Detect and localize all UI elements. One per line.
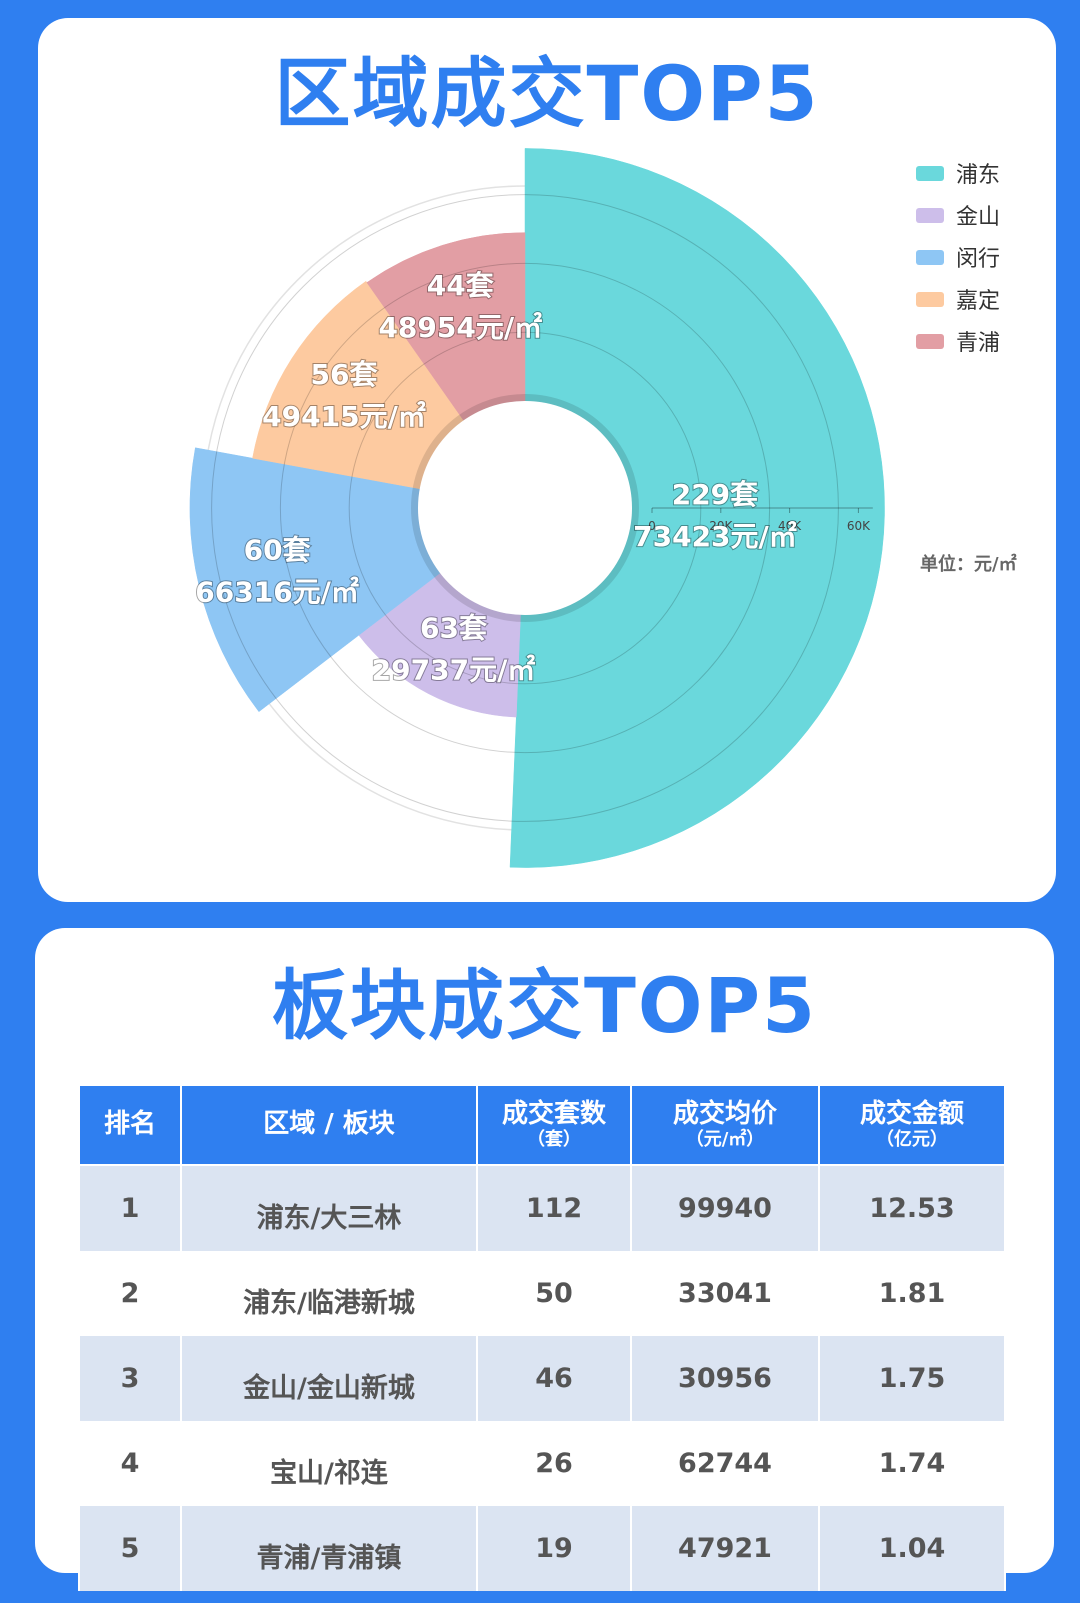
cell-amount: 1.04 <box>818 1506 1006 1591</box>
unit-note: 单位：元/㎡ <box>920 554 1017 575</box>
data-label-price: 73423元/㎡ <box>633 520 797 553</box>
ranking-table: 排名 区域 / 板块 成交套数 （套） 成交均价 （元/㎡） 成交金额 （亿元） 1 … <box>78 1084 1006 1591</box>
table-row: 1 浦东/大三林 112 99940 12.53 <box>78 1165 1006 1251</box>
legend-label: 嘉定 <box>956 289 1001 314</box>
data-label-count: 60套 <box>244 534 312 567</box>
header-rank: 排名 <box>78 1084 182 1166</box>
legend-item-minhang[interactable]: 闵行 <box>916 236 1000 278</box>
cell-units: 19 <box>476 1506 632 1591</box>
cell-units: 46 <box>476 1336 632 1421</box>
cell-region: 浦东/大三林 <box>180 1165 478 1251</box>
legend-item-jiading[interactable]: 嘉定 <box>916 278 1000 320</box>
data-label-count: 44套 <box>427 269 495 302</box>
chart-legend: 浦东 金山 闵行 嘉定 青浦 <box>916 152 1000 362</box>
cell-avg-price: 47921 <box>630 1506 820 1591</box>
legend-label: 浦东 <box>956 163 1001 188</box>
cell-amount: 12.53 <box>818 1165 1006 1251</box>
header-region: 区域 / 板块 <box>180 1084 478 1166</box>
radial-gridline <box>279 262 771 754</box>
table-row: 2 浦东/临港新城 50 33041 1.81 <box>78 1251 1006 1336</box>
data-label-price: 66316元/㎡ <box>195 576 359 609</box>
header-avg-price: 成交均价 （元/㎡） <box>630 1084 820 1166</box>
legend-item-qingpu[interactable]: 青浦 <box>916 320 1000 362</box>
radial-tick-label: 60K <box>847 519 871 533</box>
table-row: 3 金山/金山新城 46 30956 1.75 <box>78 1336 1006 1421</box>
cell-rank: 5 <box>78 1506 182 1591</box>
legend-label: 青浦 <box>956 331 1001 356</box>
inner-ring-shadow <box>411 394 639 622</box>
cell-avg-price: 33041 <box>630 1251 820 1336</box>
legend-item-pudong[interactable]: 浦东 <box>916 152 1000 194</box>
cell-units: 112 <box>476 1165 632 1251</box>
data-label-price: 48954元/㎡ <box>378 311 542 344</box>
legend-swatch-icon <box>916 333 944 349</box>
radial-gridline <box>348 331 702 685</box>
radial-gridline <box>211 194 839 822</box>
table-title: 板块成交TOP5 <box>271 961 818 1050</box>
legend-swatch-icon <box>916 291 944 307</box>
radial-tick-label: 40K <box>778 519 802 533</box>
cell-region: 宝山/祁连 <box>180 1421 478 1506</box>
cell-avg-price: 99940 <box>630 1165 820 1251</box>
center-hole <box>418 401 632 615</box>
table-row: 5 青浦/青浦镇 19 47921 1.04 <box>78 1506 1006 1591</box>
legend-swatch-icon <box>916 165 944 181</box>
cell-region: 青浦/青浦镇 <box>180 1506 478 1591</box>
rose-chart: 0 20K 40K 60K 229套 73423元/㎡ 63套 29737元/㎡ 60套 6631… <box>189 148 885 868</box>
cell-rank: 4 <box>78 1421 182 1506</box>
data-label-count: 56套 <box>310 358 378 391</box>
data-label-count: 229套 <box>672 478 759 511</box>
cell-region: 浦东/临港新城 <box>180 1251 478 1336</box>
cell-region: 金山/金山新城 <box>180 1336 478 1421</box>
block-table-card: 板块成交TOP5 排名 区域 / 板块 成交套数 （套） 成交均价 （元/㎡） 成交… <box>35 928 1054 1591</box>
cell-amount: 1.81 <box>818 1251 1006 1336</box>
legend-label: 金山 <box>956 205 1001 230</box>
cell-units: 50 <box>476 1251 632 1336</box>
data-label-count: 63套 <box>420 612 488 645</box>
cell-units: 26 <box>476 1421 632 1506</box>
radial-tick-label: 20K <box>709 519 733 533</box>
data-label-price: 29737元/㎡ <box>372 654 536 687</box>
region-chart-card: 区域成交TOP5 0 20K 40K 60K 229套 73423元/㎡ 63套 29737元… <box>38 18 1056 902</box>
data-label-price: 49415元/㎡ <box>262 400 426 433</box>
cell-avg-price: 62744 <box>630 1421 820 1506</box>
chart-title: 区域成交TOP5 <box>274 49 820 138</box>
legend-item-jinshan[interactable]: 金山 <box>916 194 1000 236</box>
table-row: 4 宝山/祁连 26 62744 1.74 <box>78 1421 1006 1506</box>
header-amount: 成交金额 （亿元） <box>818 1084 1006 1166</box>
table-header-row: 排名 区域 / 板块 成交套数 （套） 成交均价 （元/㎡） 成交金额 （亿元） <box>78 1084 1006 1166</box>
cell-amount: 1.74 <box>818 1421 1006 1506</box>
cell-amount: 1.75 <box>818 1336 1006 1421</box>
cell-avg-price: 30956 <box>630 1336 820 1421</box>
cell-rank: 2 <box>78 1251 182 1336</box>
cell-rank: 1 <box>78 1165 182 1251</box>
legend-label: 闵行 <box>956 247 1001 272</box>
legend-swatch-icon <box>916 249 944 265</box>
legend-swatch-icon <box>916 207 944 223</box>
cell-rank: 3 <box>78 1336 182 1421</box>
radial-tick-label: 0 <box>648 519 656 533</box>
header-units: 成交套数 （套） <box>476 1084 632 1166</box>
